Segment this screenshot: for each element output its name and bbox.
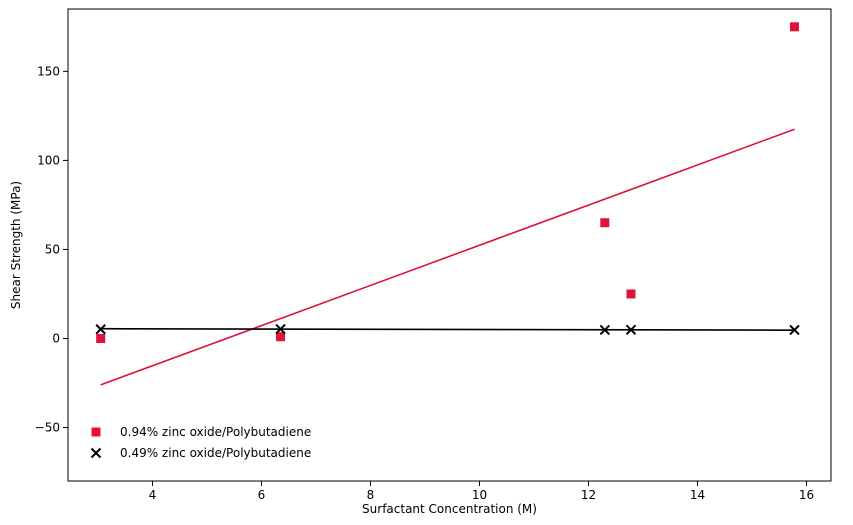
x-tick-label: 4: [149, 488, 157, 502]
plot-border: [67, 8, 832, 482]
marker-stroke: [625, 324, 637, 335]
y-axis-label: Shear Strength (MPa): [9, 181, 23, 309]
marker-stroke: [599, 324, 611, 336]
data-point: [600, 218, 610, 228]
y-tick-label: −50: [35, 421, 60, 435]
x-tick-label: 8: [367, 488, 375, 502]
marker-stroke: [789, 324, 800, 336]
x-axis-ticks: 4 6 8 10 12 14 16: [149, 481, 814, 502]
marker-stroke: [90, 447, 102, 459]
legend-marker: [91, 427, 101, 437]
x-axis-label: Surfactant Concentration (M): [362, 502, 537, 516]
y-tick-label: 50: [45, 242, 60, 256]
legend-label: 0.94% zinc oxide/Polybutadiene: [120, 425, 311, 439]
data-point: [625, 324, 637, 335]
y-tick-label: 0: [52, 332, 60, 346]
x-tick-label: 6: [258, 488, 266, 502]
legend-label: 0.49% zinc oxide/Polybutadiene: [120, 446, 311, 460]
plot-frame: [67, 8, 832, 482]
marker-stroke: [275, 323, 286, 335]
fit-lines: [100, 128, 795, 386]
data-point: [599, 324, 611, 336]
marker-stroke: [95, 324, 106, 335]
data-point: [275, 323, 286, 335]
y-tick-label: 100: [37, 153, 60, 167]
data-point: [276, 332, 286, 342]
x-tick-label: 14: [690, 488, 705, 502]
data-point: [626, 289, 636, 299]
data-point: [789, 22, 799, 32]
legend: 0.94% zinc oxide/Polybutadiene 0.49% zinc…: [90, 425, 311, 460]
data-point: [789, 324, 800, 336]
y-axis-ticks: −50 0 50 100 150: [35, 64, 68, 435]
fit-line: [100, 128, 795, 386]
x-tick-label: 10: [472, 488, 487, 502]
x-tick-label: 16: [799, 488, 814, 502]
data-point: [95, 324, 106, 335]
y-tick-label: 150: [37, 64, 60, 78]
legend-marker: [90, 447, 102, 459]
x-tick-label: 12: [581, 488, 596, 502]
data-points: [95, 22, 800, 344]
fit-line: [100, 327, 795, 331]
data-point: [96, 334, 106, 344]
